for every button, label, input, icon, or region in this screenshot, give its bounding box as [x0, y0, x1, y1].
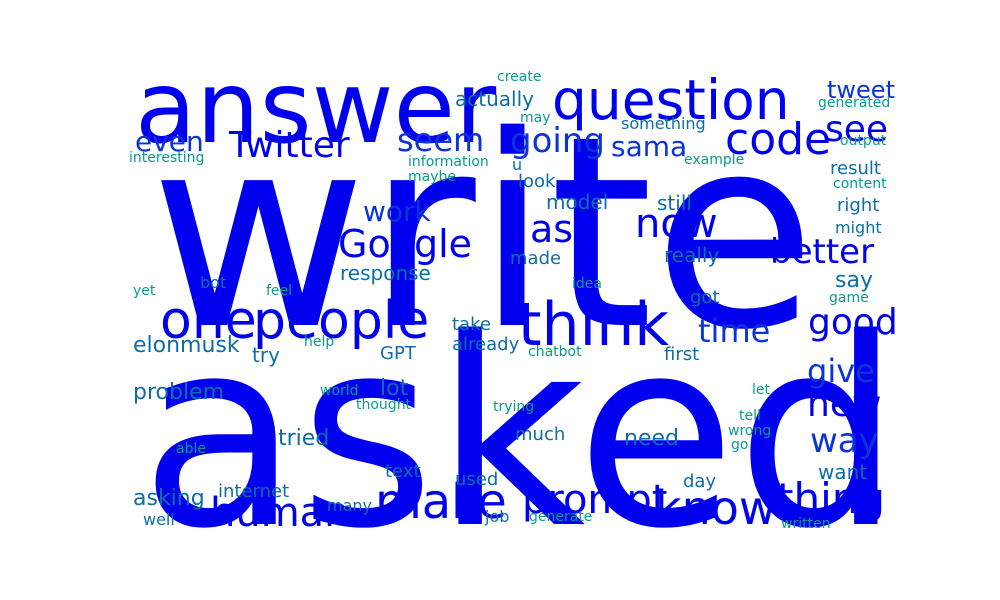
word-may: may: [520, 110, 551, 126]
word-even: even: [135, 125, 204, 158]
word-answer: answer: [135, 49, 497, 166]
word-made: made: [510, 248, 562, 269]
word-write: write: [150, 80, 817, 388]
word-tweet: tweet: [827, 76, 895, 104]
word-internet: internet: [218, 481, 290, 502]
word-maybe: maybe: [408, 169, 457, 185]
word-asking: asking: [133, 486, 205, 511]
word-human: human: [210, 490, 350, 536]
word-create: create: [497, 69, 542, 85]
word-something: something: [621, 114, 706, 133]
word-game: game: [829, 290, 869, 306]
word-right: right: [837, 195, 880, 216]
word-tell: tell: [739, 408, 761, 424]
word-information: information: [408, 154, 489, 170]
word-question: question: [552, 68, 790, 132]
word-tried: tried: [278, 426, 330, 451]
word-lot: lot: [380, 376, 409, 401]
word-sama: sama: [611, 130, 688, 163]
word-generate: generate: [529, 509, 593, 525]
word-going: going: [510, 121, 605, 161]
word-prompt: prompt: [522, 477, 668, 523]
word-well: well: [143, 510, 175, 529]
word-actually: actually: [455, 87, 534, 111]
word-feel: feel: [266, 283, 293, 299]
word-ask: ask: [530, 207, 596, 251]
word-time: time: [698, 312, 771, 350]
word-result: result: [830, 158, 881, 179]
word-way: way: [810, 421, 879, 461]
word-twitter: Twitter: [229, 125, 350, 166]
word-say: say: [835, 268, 873, 293]
word-let: let: [752, 382, 770, 398]
word-one: one: [160, 291, 257, 351]
word-job: job: [485, 507, 510, 526]
word-got: got: [690, 287, 720, 308]
word-better: better: [770, 232, 875, 272]
word-generated: generated: [818, 95, 891, 111]
word-make: make: [375, 474, 507, 530]
word-try: try: [252, 343, 280, 367]
word-response: response: [340, 261, 431, 285]
word-new: new: [807, 384, 882, 425]
word-think: think: [518, 290, 669, 360]
word-already: already: [452, 334, 520, 355]
word-used: used: [455, 469, 499, 490]
word-much: much: [515, 424, 566, 445]
word-interesting: interesting: [129, 150, 205, 166]
word-asked: asked: [140, 284, 902, 586]
word-written: written: [781, 516, 831, 532]
word-wrong: wrong: [728, 423, 772, 439]
word-thought: thought: [356, 397, 412, 413]
word-day: day: [683, 471, 717, 492]
word-trying: trying: [493, 399, 535, 415]
word-know: know: [655, 481, 777, 535]
word-example: example: [684, 152, 745, 168]
word-really: really: [664, 243, 720, 267]
word-yet: yet: [133, 283, 156, 299]
word-idea: idea: [572, 276, 602, 292]
word-u: u: [512, 155, 523, 174]
word-content: content: [833, 176, 887, 192]
word-first: first: [664, 344, 700, 365]
word-world: world: [320, 383, 359, 399]
word-problem: problem: [133, 380, 225, 405]
word-thing: thing: [777, 474, 886, 523]
word-chatbot: chatbot: [528, 344, 582, 360]
word-give: give: [807, 352, 875, 390]
word-still: still: [657, 191, 692, 215]
word-google: Google: [338, 222, 473, 266]
word-want: want: [818, 460, 868, 484]
word-many: many: [327, 496, 372, 515]
word-code: code: [725, 114, 832, 165]
word-good: good: [808, 302, 898, 343]
word-elonmusk: elonmusk: [133, 333, 240, 358]
word-seem: seem: [397, 121, 485, 159]
word-see: see: [825, 109, 889, 150]
word-help: help: [304, 334, 335, 350]
word-model: model: [546, 190, 609, 214]
word-go: go: [731, 437, 749, 453]
word-look: look: [518, 171, 556, 192]
word-gpt: GPT: [380, 343, 416, 364]
word-output: output: [840, 133, 887, 149]
word-bot: bot: [200, 273, 227, 292]
word-take: take: [452, 314, 491, 335]
word-people: people: [253, 291, 430, 351]
word-now: now: [635, 201, 718, 247]
word-able: able: [176, 441, 206, 457]
word-work: work: [363, 195, 431, 228]
word-need: need: [624, 426, 679, 451]
word-might: might: [835, 218, 882, 237]
word-text: text: [385, 461, 421, 482]
